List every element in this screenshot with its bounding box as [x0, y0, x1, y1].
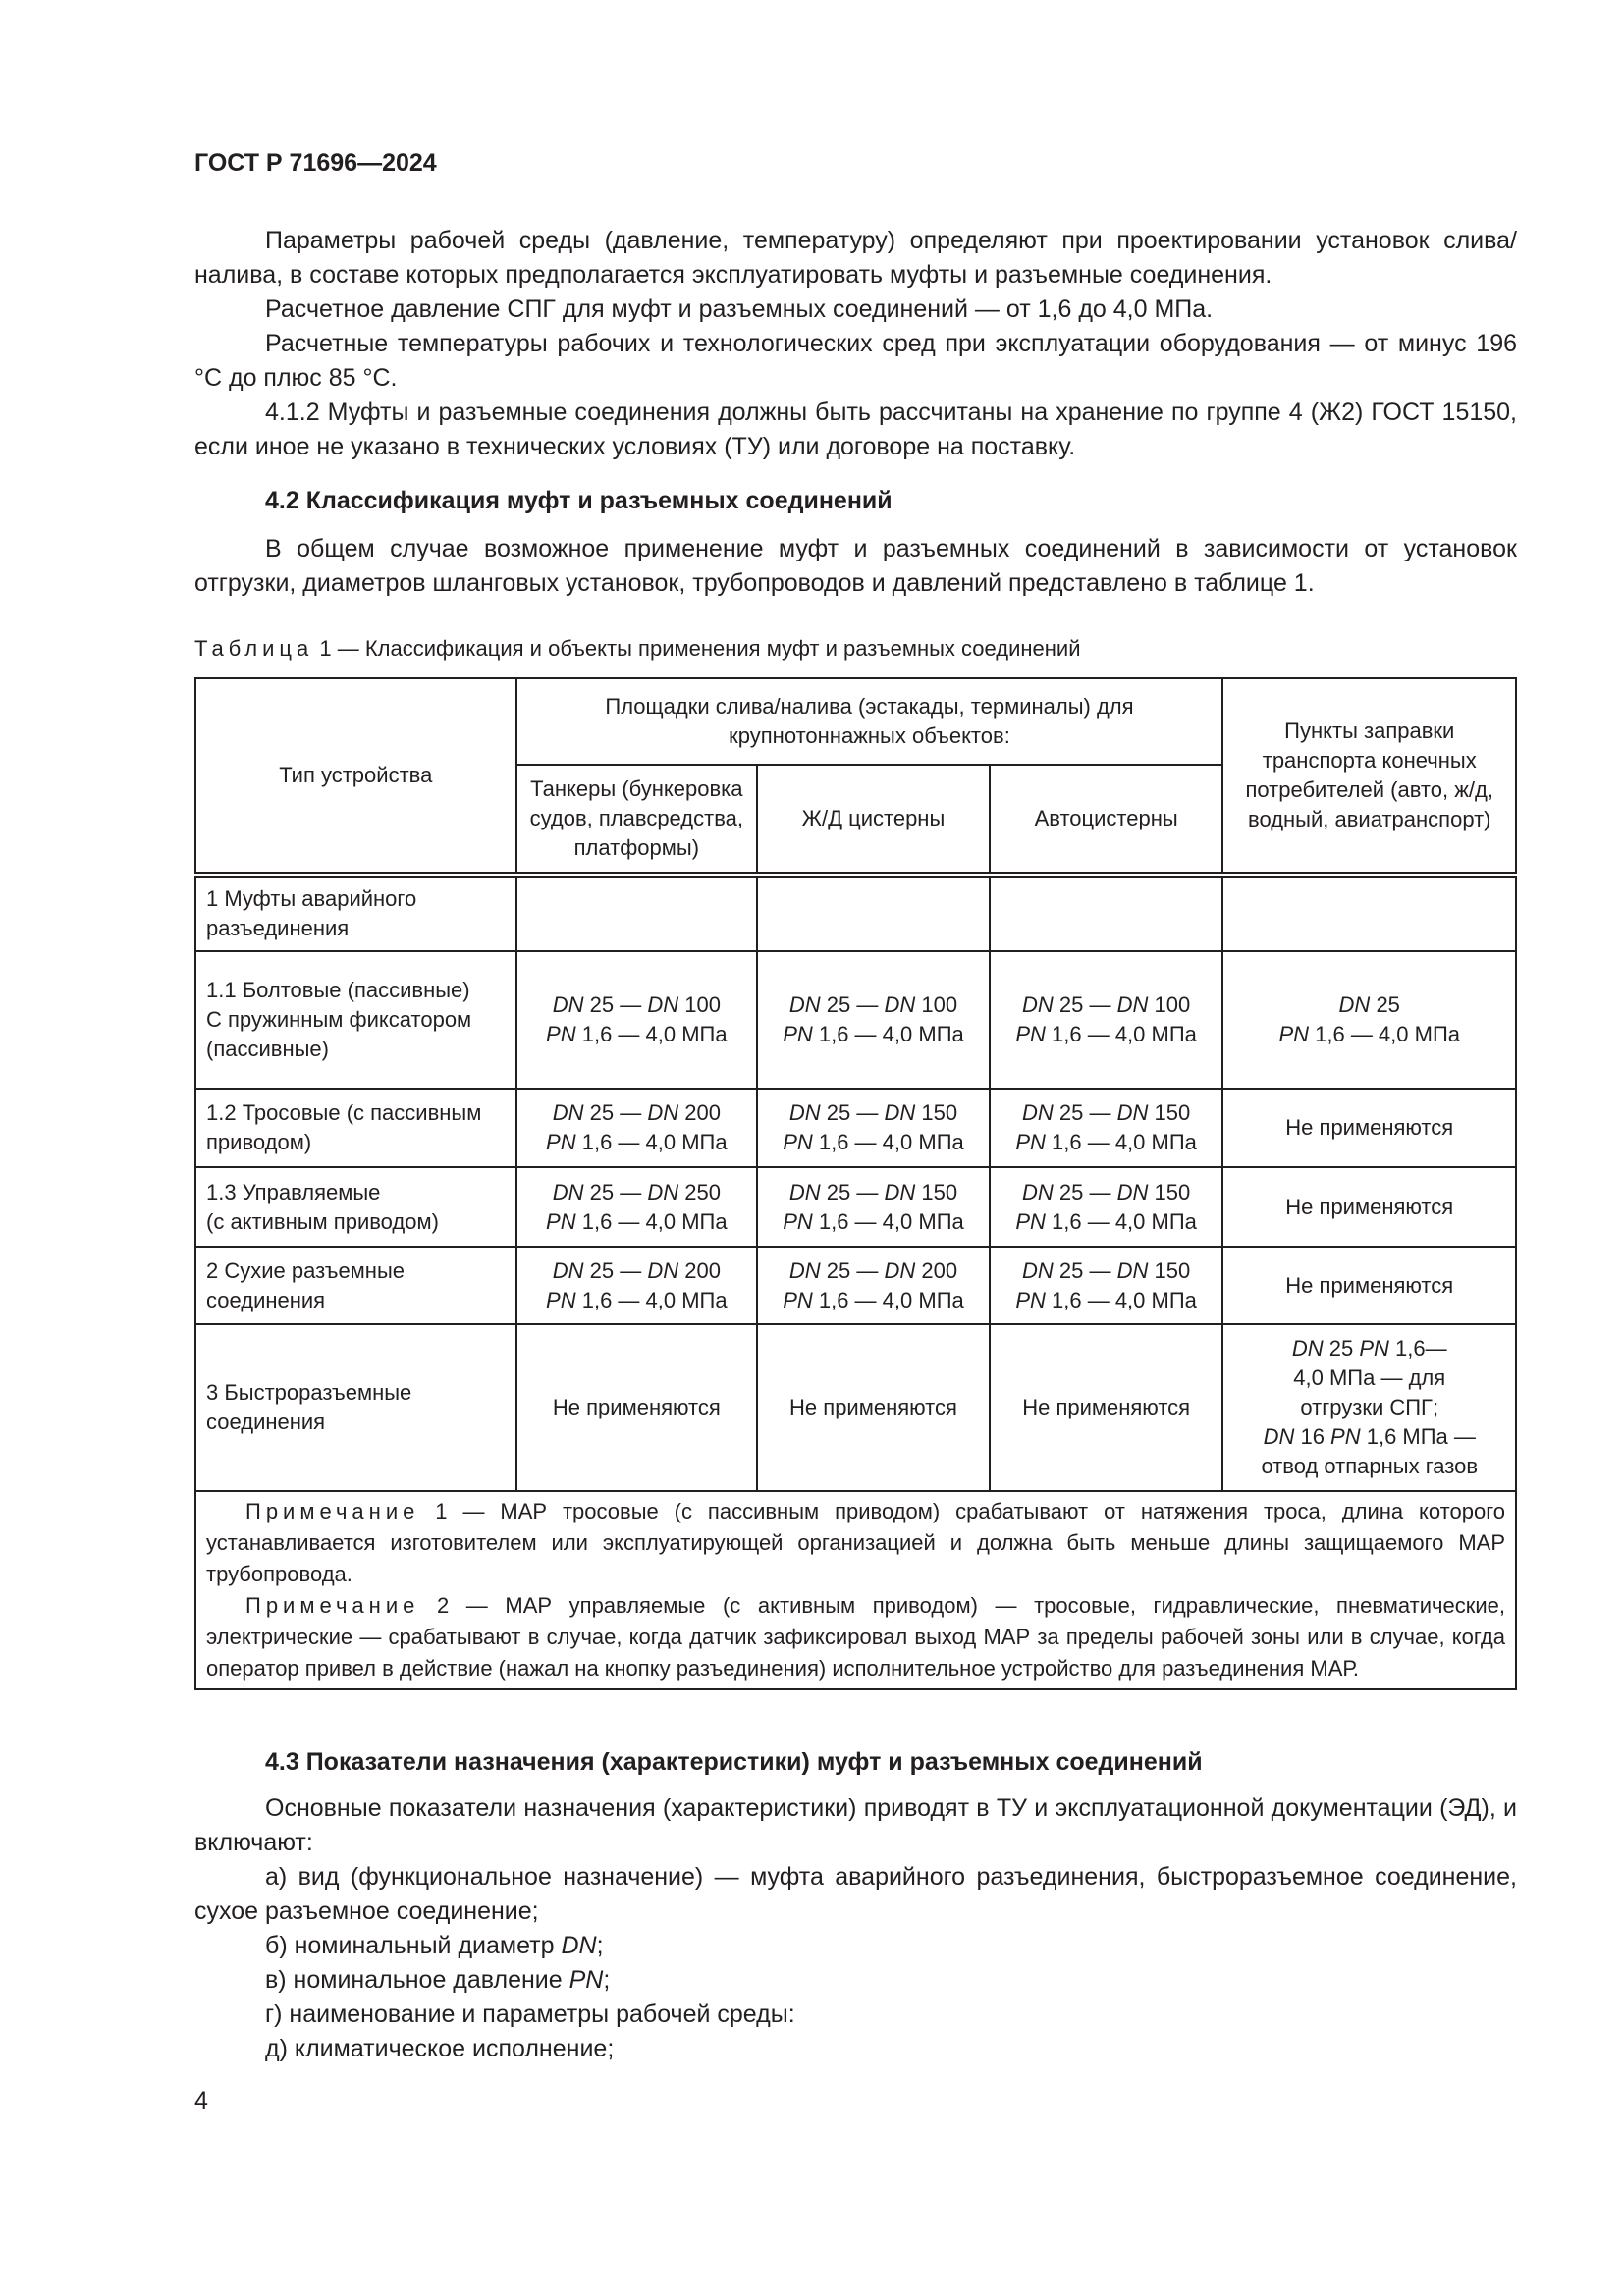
section-43: 4.3 Показатели назначения (характеристик…: [194, 1745, 1517, 2066]
paragraph: В общем случае возможное применение муфт…: [194, 535, 1517, 597]
row-type: 1 Муфты аварийного разъединения: [194, 872, 517, 952]
list-item: в) номинальное давление PN;: [265, 1966, 611, 1994]
paragraph: Расчетное давление СПГ для муфт и разъем…: [265, 295, 1214, 323]
list-item: б) номинальный диаметр DN;: [265, 1932, 604, 1959]
note-1: Примечание 1 — МАР тросовые (с пассивным…: [206, 1499, 1505, 1586]
table-cell: DN 25 — DN 200 PN 1,6 — 4,0 МПа: [514, 1246, 759, 1325]
table-cell: DN 25 — DN 150 PN 1,6 — 4,0 МПа: [988, 1088, 1224, 1168]
table-cell: Не применяются: [1221, 1166, 1517, 1248]
section-heading: 4.2 Классификация муфт и разъемных соеди…: [265, 487, 893, 514]
list-item: д) климатическое исполнение;: [265, 2035, 615, 2062]
table-cell: DN 25 — DN 100 PN 1,6 — 4,0 МПа: [988, 950, 1224, 1090]
header-rail: Ж/Д цистерны: [756, 764, 991, 876]
row-type: 2 Сухие разъемные соединения: [194, 1246, 517, 1325]
table-cell: [756, 872, 991, 952]
header-tankers: Танкеры (бункеровка судов, плавсредства,…: [514, 764, 759, 876]
table-caption: Таблица 1 — Классификация и объекты прим…: [194, 636, 1081, 661]
table-row: 3 Быстроразъемные соединения Не применяют…: [194, 1323, 1517, 1492]
table-cell: [514, 872, 759, 952]
table-cell: DN 25 — DN 250 PN 1,6 — 4,0 МПа: [514, 1166, 759, 1248]
table-cell: Не применяются: [988, 1323, 1224, 1492]
row-type: 1.3 Управляемые (с активным приводом): [194, 1166, 517, 1248]
table-row: 1.1 Болтовые (пассивные) С пружинным фик…: [194, 950, 1517, 1090]
paragraph: 4.1.2 Муфты и разъемные соединения должн…: [194, 399, 1517, 460]
list-item: г) наименование и параметры рабочей сред…: [265, 2001, 795, 2028]
list-item: а) вид (функциональное назначение) — муф…: [194, 1863, 1517, 1925]
table-cell: DN 25 — DN 100 PN 1,6 — 4,0 МПа: [514, 950, 759, 1090]
table-cell: DN 25 PN 1,6— 4,0 МПа — для отгрузки СПГ…: [1221, 1323, 1517, 1492]
table-cell: DN 25 PN 1,6 — 4,0 МПа: [1221, 950, 1517, 1090]
table-cell: DN 25 — DN 200 PN 1,6 — 4,0 МПа: [514, 1088, 759, 1168]
table-cell: Не применяются: [1221, 1088, 1517, 1168]
page-number: 4: [194, 2087, 208, 2114]
table-row: 1 Муфты аварийного разъединения: [194, 872, 1517, 952]
section-heading: 4.3 Показатели назначения (характеристик…: [265, 1748, 1203, 1776]
paragraph: Параметры рабочей среды (давление, темпе…: [194, 227, 1517, 289]
classification-table: Тип устройства Площадки слива/налива (эс…: [194, 677, 1517, 1690]
document-id: ГОСТ Р 71696—2024: [194, 149, 437, 177]
paragraph: Основные показатели назначения (характер…: [194, 1794, 1517, 1856]
header-points: Пункты заправки транспорта конечных потр…: [1221, 677, 1517, 876]
note-2: Примечание 2 — МАР управляемые (с активн…: [206, 1593, 1505, 1681]
table-cell: DN 25 — DN 200 PN 1,6 — 4,0 МПа: [756, 1246, 991, 1325]
table-cell: Не применяются: [1221, 1246, 1517, 1325]
table-cell: DN 25 — DN 150 PN 1,6 — 4,0 МПа: [756, 1166, 991, 1248]
intro-text: Параметры рабочей среды (давление, темпе…: [194, 224, 1517, 601]
row-type: 1.1 Болтовые (пассивные) С пружинным фик…: [194, 950, 517, 1090]
table-cell: [1221, 872, 1517, 952]
table-row: 1.2 Тросовые (с пассивным приводом) DN 25…: [194, 1088, 1517, 1168]
table-row: 2 Сухие разъемные соединения DN 25 — DN 2…: [194, 1246, 1517, 1325]
table-row: 1.3 Управляемые (с активным приводом) DN …: [194, 1166, 1517, 1248]
header-type: Тип устройства: [194, 677, 517, 876]
header-group: Площадки слива/налива (эстакады, термина…: [514, 677, 1224, 766]
table-cell: DN 25 — DN 150 PN 1,6 — 4,0 МПа: [988, 1246, 1224, 1325]
table-cell: DN 25 — DN 150 PN 1,6 — 4,0 МПа: [756, 1088, 991, 1168]
table-cell: DN 25 — DN 100 PN 1,6 — 4,0 МПа: [756, 950, 991, 1090]
row-type: 1.2 Тросовые (с пассивным приводом): [194, 1088, 517, 1168]
table-notes: Примечание 1 — МАР тросовые (с пассивным…: [194, 1490, 1517, 1690]
paragraph: Расчетные температуры рабочих и технолог…: [194, 330, 1517, 392]
table-cell: Не применяются: [514, 1323, 759, 1492]
row-type: 3 Быстроразъемные соединения: [194, 1323, 517, 1492]
table-cell: DN 25 — DN 150 PN 1,6 — 4,0 МПа: [988, 1166, 1224, 1248]
table-cell: [988, 872, 1224, 952]
header-auto: Автоцистерны: [988, 764, 1224, 876]
table-cell: Не применяются: [756, 1323, 991, 1492]
